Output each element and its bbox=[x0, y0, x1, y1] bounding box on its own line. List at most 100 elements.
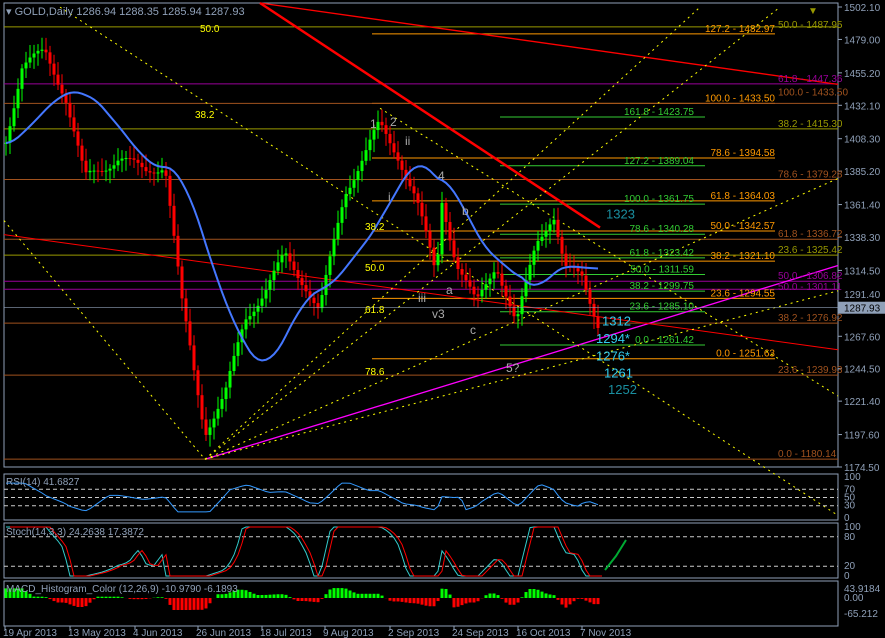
candle-body bbox=[560, 236, 564, 254]
x-tick-label: 9 Aug 2013 bbox=[323, 628, 374, 638]
macd-histogram-bar bbox=[132, 598, 136, 600]
ohlc-values: 1286.94 1288.35 1285.94 1287.93 bbox=[76, 6, 245, 18]
macd-histogram-bar bbox=[564, 598, 568, 608]
y-tick-label: -65.212 bbox=[844, 609, 878, 620]
candle-body bbox=[384, 125, 388, 134]
fib-level-label: 50.0 - 1342.57 bbox=[711, 221, 776, 232]
macd-histogram-bar bbox=[196, 598, 200, 610]
current-price-box bbox=[838, 301, 885, 314]
candle-body bbox=[88, 170, 92, 173]
candle-body bbox=[420, 202, 424, 217]
y-tick-label: 1197.60 bbox=[844, 431, 880, 442]
macd-histogram-bar bbox=[368, 593, 372, 598]
x-tick-label: 18 Jul 2013 bbox=[260, 628, 312, 638]
candle-body bbox=[216, 408, 220, 419]
macd-histogram-bar bbox=[12, 588, 16, 598]
macd-histogram-bar bbox=[164, 598, 168, 599]
candle-body bbox=[72, 117, 76, 132]
red-trendline-long bbox=[259, 2, 839, 86]
candle-body bbox=[16, 88, 20, 109]
macd-histogram-bar bbox=[84, 598, 88, 607]
candle-body bbox=[60, 84, 64, 94]
collapse-arrow-icon[interactable]: ▾ bbox=[6, 6, 12, 18]
y-tick-label: 100 bbox=[844, 472, 861, 483]
fib-level-label: 0.0 - 1180.14 bbox=[778, 449, 837, 460]
candle-body bbox=[348, 187, 352, 195]
fib-level-label: 78.6 - 1394.58 bbox=[711, 148, 776, 159]
candle-body bbox=[324, 274, 328, 295]
candle-body bbox=[592, 303, 596, 317]
candle-body bbox=[464, 274, 468, 281]
macd-histogram-bar bbox=[364, 593, 368, 598]
y-tick-label: 1267.60 bbox=[844, 332, 881, 343]
fan-label: 38.2 bbox=[365, 222, 385, 233]
candle-body bbox=[292, 261, 296, 271]
macd-histogram-bar bbox=[244, 590, 248, 598]
macd-histogram-bar bbox=[276, 594, 280, 598]
macd-histogram-bar bbox=[416, 598, 420, 604]
candle-body bbox=[48, 52, 52, 64]
macd-histogram-bar bbox=[428, 598, 432, 607]
candle-body bbox=[576, 268, 580, 272]
x-tick-label: 24 Sep 2013 bbox=[452, 628, 509, 638]
candle-body bbox=[428, 231, 432, 248]
candle-body bbox=[204, 419, 208, 435]
macd-histogram-bar bbox=[252, 593, 256, 598]
macd-histogram-bar bbox=[172, 598, 176, 610]
price-target-label: 1261 bbox=[604, 365, 633, 380]
x-tick-label: 13 May 2013 bbox=[68, 628, 126, 638]
macd-histogram-bar bbox=[360, 593, 364, 598]
macd-histogram-bar bbox=[524, 592, 528, 598]
candle-body bbox=[68, 102, 72, 118]
macd-histogram-bar bbox=[56, 598, 60, 603]
fan-line bbox=[204, 6, 701, 460]
macd-histogram-bar bbox=[468, 598, 472, 603]
fib-level-label: 50.0 - 1487.95 bbox=[778, 20, 843, 31]
candle-body bbox=[408, 178, 412, 187]
macd-histogram-bar bbox=[192, 598, 196, 610]
y-tick-label: 100 bbox=[844, 522, 861, 533]
macd-histogram-bar bbox=[320, 598, 324, 599]
fan-label: 61.8 bbox=[365, 305, 385, 316]
macd-histogram-bar bbox=[572, 598, 576, 602]
wave-label: b bbox=[462, 204, 469, 218]
candle-body bbox=[304, 285, 308, 292]
y-tick-label: 1221.40 bbox=[844, 397, 881, 408]
macd-histogram-bar bbox=[160, 597, 164, 598]
macd-histogram-bar bbox=[408, 598, 412, 604]
macd-histogram-bar bbox=[280, 594, 284, 598]
candle-body bbox=[124, 158, 128, 160]
macd-histogram-bar bbox=[100, 596, 104, 598]
macd-histogram-bar bbox=[308, 598, 312, 602]
macd-histogram-bar bbox=[128, 598, 132, 599]
fib-level-label: 61.8 - 1336.72 bbox=[778, 229, 843, 240]
candle-body bbox=[44, 49, 48, 53]
macd-histogram-bar bbox=[376, 593, 380, 598]
candle-body bbox=[456, 257, 460, 270]
candle-body bbox=[440, 202, 444, 255]
macd-histogram-bar bbox=[36, 596, 40, 598]
macd-histogram-bar bbox=[432, 598, 436, 607]
macd-histogram-bar bbox=[256, 594, 260, 598]
fib-level-label: 23.6 - 1294.55 bbox=[711, 288, 776, 299]
candle-body bbox=[300, 278, 304, 286]
macd-histogram-bar bbox=[24, 591, 28, 598]
macd-histogram-bar bbox=[120, 597, 124, 598]
candle-body bbox=[296, 270, 300, 279]
macd-histogram-bar bbox=[64, 598, 68, 603]
macd-histogram-bar bbox=[264, 594, 268, 598]
candle-body bbox=[508, 296, 512, 307]
candle-body bbox=[168, 175, 172, 206]
macd-histogram-bar bbox=[552, 595, 556, 598]
price-target-label: 1252 bbox=[608, 382, 637, 397]
candle-body bbox=[176, 235, 180, 267]
y-tick-label: 1432.10 bbox=[844, 101, 881, 112]
candle-body bbox=[596, 316, 600, 328]
rsi-line bbox=[6, 482, 599, 513]
candle-body bbox=[268, 280, 272, 290]
candle-body bbox=[244, 319, 248, 330]
macd-histogram-bar bbox=[492, 593, 496, 598]
macd-histogram-bar bbox=[48, 598, 52, 600]
fib-level-label: 23.6 - 1239.93 bbox=[778, 365, 843, 376]
